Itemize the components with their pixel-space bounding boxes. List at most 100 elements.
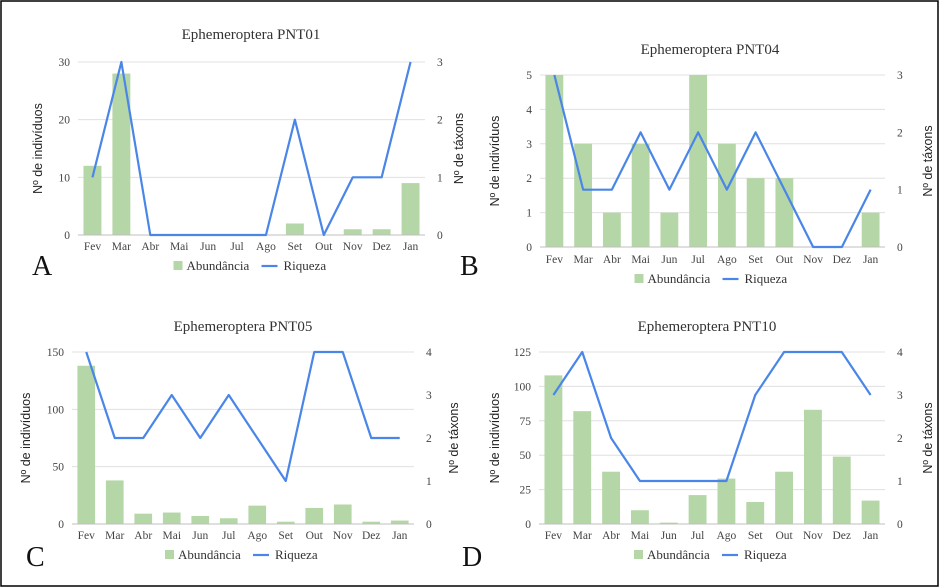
bar [603, 213, 621, 247]
x-tick-label: Set [748, 530, 764, 542]
y2-axis-title: Nº de táxons [921, 125, 935, 196]
x-tick-label: Jan [863, 530, 879, 542]
x-tick-label: Ago [247, 530, 267, 542]
x-tick-label: Jun [200, 241, 216, 253]
panel-letter: B [460, 251, 479, 282]
bar [334, 505, 352, 524]
bar [746, 502, 764, 524]
x-tick-label: Mai [170, 241, 189, 253]
x-tick-label: Fev [78, 530, 96, 542]
bar [191, 516, 209, 524]
y-tick-label: 25 [520, 485, 532, 497]
bar [717, 479, 735, 524]
y-axis-title: Nº de indivíduos [19, 393, 33, 484]
x-tick-label: Mai [162, 530, 181, 542]
chart-title: Ephemeroptera PNT04 [641, 42, 780, 58]
y2-tick-label: 1 [426, 476, 432, 488]
x-tick-label: Out [776, 254, 794, 266]
x-tick-label: Abr [141, 241, 159, 253]
bar [573, 411, 591, 524]
panel-letter: D [462, 542, 482, 573]
x-tick-label: Jul [222, 530, 235, 542]
y2-axis-title: Nº de táxons [452, 113, 466, 184]
x-tick-label: Nov [343, 241, 363, 253]
x-tick-label: Jul [691, 254, 704, 266]
bar [574, 144, 592, 247]
bar [718, 144, 736, 247]
x-tick-label: Mai [631, 254, 650, 266]
y-axis-title: Nº de indivíduos [488, 116, 502, 207]
y2-tick-label: 3 [426, 390, 432, 402]
y-tick-label: 10 [59, 172, 71, 184]
legend-bar-swatch [634, 550, 643, 559]
legend-bar-label: Abundância [647, 547, 710, 562]
panel-letter: A [32, 251, 53, 282]
x-tick-label: Dez [832, 530, 851, 542]
chart-title: Ephemeroptera PNT05 [174, 319, 313, 335]
y-tick-label: 0 [58, 519, 64, 531]
bar [391, 521, 409, 524]
bar [833, 457, 851, 524]
y2-tick-label: 4 [897, 347, 903, 359]
x-tick-label: Out [775, 530, 793, 542]
x-tick-label: Set [748, 254, 764, 266]
y-tick-label: 5 [526, 70, 532, 82]
x-tick-label: Jul [691, 530, 704, 542]
x-tick-label: Mai [631, 530, 650, 542]
y2-tick-label: 0 [426, 519, 432, 531]
chart-title: Ephemeroptera PNT01 [182, 27, 321, 43]
x-tick-label: Dez [833, 254, 852, 266]
bar [544, 375, 562, 524]
legend-line-label: Riqueza [284, 258, 327, 273]
y2-tick-label: 2 [897, 433, 903, 445]
y2-tick-label: 2 [897, 127, 903, 139]
x-tick-label: Jun [192, 530, 208, 542]
y-tick-label: 0 [526, 242, 532, 254]
bar [220, 518, 238, 524]
y2-tick-label: 1 [437, 172, 443, 184]
x-tick-label: Jan [392, 530, 408, 542]
bar [163, 513, 181, 524]
x-tick-label: Mar [112, 241, 131, 253]
x-tick-label: Nov [803, 254, 823, 266]
y-tick-label: 50 [53, 462, 65, 474]
x-tick-label: Jul [230, 241, 243, 253]
legend-bar-swatch [165, 550, 174, 559]
x-tick-label: Fev [545, 530, 563, 542]
bar [862, 213, 880, 247]
legend-bar-label: Abundância [187, 258, 250, 273]
y2-tick-label: 1 [897, 476, 903, 488]
bar [747, 178, 765, 247]
x-tick-label: Jun [661, 530, 677, 542]
chart-title: Ephemeroptera PNT10 [638, 319, 777, 335]
x-tick-label: Set [278, 530, 294, 542]
y2-tick-label: 3 [897, 70, 903, 82]
y-tick-label: 75 [520, 416, 532, 428]
x-tick-label: Out [315, 241, 333, 253]
x-tick-label: Jan [403, 241, 419, 253]
y2-tick-label: 4 [426, 347, 432, 359]
y-tick-label: 3 [526, 139, 532, 151]
y2-tick-label: 1 [897, 185, 903, 197]
legend-line-label: Riqueza [744, 547, 787, 562]
y2-axis-title: Nº de táxons [921, 402, 935, 473]
bar [660, 213, 678, 247]
bar [775, 472, 793, 524]
x-tick-label: Jan [863, 254, 879, 266]
y-tick-label: 50 [520, 450, 532, 462]
y2-tick-label: 0 [897, 242, 903, 254]
x-tick-label: Out [306, 530, 324, 542]
x-tick-label: Abr [134, 530, 152, 542]
legend-bar-label: Abundância [648, 271, 711, 286]
x-tick-label: Abr [602, 530, 620, 542]
bar [77, 366, 95, 524]
x-tick-label: Mar [574, 254, 593, 266]
y-tick-label: 20 [59, 115, 71, 127]
y2-axis-title: Nº de táxons [447, 402, 461, 473]
bar [344, 229, 362, 235]
x-tick-label: Nov [803, 530, 823, 542]
x-tick-label: Ago [717, 254, 737, 266]
panel-letter: C [26, 542, 45, 573]
y-tick-label: 100 [514, 381, 532, 393]
